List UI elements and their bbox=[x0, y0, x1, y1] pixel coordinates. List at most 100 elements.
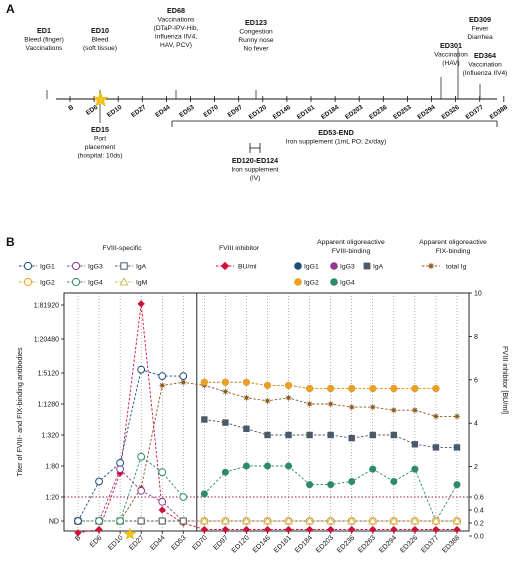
data-point bbox=[116, 517, 125, 525]
data-point bbox=[95, 477, 103, 486]
data-point bbox=[241, 516, 251, 525]
x-tick-label: ED263 bbox=[357, 534, 377, 554]
x-tick-label: ED97 bbox=[212, 534, 229, 551]
timeline-ticks: B ED6 ED10 ED27 ED44 ED53 ED70 ED97 ED120 ED146 ED… bbox=[67, 96, 509, 121]
data-point bbox=[200, 525, 209, 534]
data-point bbox=[453, 444, 461, 451]
y2-axis-label: FVIII inhibitor [BU/ml] bbox=[501, 346, 510, 414]
event-text: placement bbox=[85, 144, 116, 151]
legend-item-label: IgA bbox=[136, 264, 147, 271]
y-tick-label: 1:320 bbox=[41, 433, 59, 440]
timeline-tick-label: ED53 bbox=[178, 104, 196, 119]
timeline-tick-label: ED161 bbox=[296, 104, 317, 121]
y-tick-label: 1:5120 bbox=[38, 371, 60, 378]
event-text: Iron supplement bbox=[231, 167, 278, 174]
timeline-tick-label: ED253 bbox=[392, 104, 413, 121]
x-tick-label: ED70 bbox=[191, 534, 208, 551]
timeline-tick-label: ED44 bbox=[154, 104, 172, 119]
data-point bbox=[432, 412, 440, 421]
data-point bbox=[327, 385, 335, 392]
grid bbox=[64, 293, 469, 531]
legend-item-label: IgG1 bbox=[304, 264, 319, 271]
series-igg1 bbox=[74, 365, 188, 525]
data-point bbox=[368, 516, 378, 525]
legend: FVIII-specific IgG1 IgG3 IgA IgG2 IgG4 IgM FVII… bbox=[19, 239, 487, 287]
data-point bbox=[432, 444, 440, 451]
legend-item-label: BU/ml bbox=[238, 264, 257, 271]
event-text: Bleed bbox=[92, 37, 109, 44]
timeline-tick-label: ED236 bbox=[368, 104, 389, 121]
y-tick-label: 1:81920 bbox=[34, 303, 59, 310]
data-point bbox=[242, 378, 250, 386]
event-text: No fever bbox=[244, 46, 270, 53]
y-tick-label: 1:1280 bbox=[38, 402, 60, 409]
data-point bbox=[158, 497, 167, 506]
legend-marker bbox=[71, 261, 81, 271]
x-tick-label: ED294 bbox=[378, 534, 398, 554]
event-text: (hospital: 10ds) bbox=[77, 153, 122, 160]
series-igg1 bbox=[200, 378, 440, 392]
data-point bbox=[158, 517, 166, 525]
timeline-tick-label: ED203 bbox=[344, 104, 365, 121]
event-text: Runny nose bbox=[238, 37, 274, 44]
event-text: (Influenza IIV4) bbox=[463, 70, 508, 77]
data-point bbox=[348, 434, 355, 442]
timeline-tick-label: ED6 bbox=[85, 104, 100, 117]
legend-title: Apparent oligoreactive bbox=[419, 239, 487, 246]
legend-title: FVIII-specific bbox=[102, 245, 142, 252]
legend-marker bbox=[363, 262, 371, 270]
data-point bbox=[390, 406, 398, 414]
data-point bbox=[326, 400, 335, 408]
x-tick-label: B bbox=[74, 534, 82, 542]
event-label: ED301 bbox=[440, 41, 462, 50]
legend-item-label: IgG4 bbox=[88, 280, 103, 287]
data-point bbox=[327, 481, 335, 489]
legend-item-label: IgG2 bbox=[304, 280, 319, 287]
data-point bbox=[347, 403, 356, 411]
event-text: Vaccination bbox=[468, 62, 502, 69]
y-axis-right: 0.0 0.2 0.4 0.6 2 4 6 8 10 bbox=[469, 291, 484, 541]
data-point bbox=[369, 385, 377, 392]
legend-title: FIX-binding bbox=[436, 248, 471, 255]
data-point bbox=[179, 372, 188, 381]
data-point bbox=[432, 385, 440, 392]
legend-item-label: IgG1 bbox=[40, 264, 55, 271]
data-point bbox=[179, 517, 187, 525]
legend-item-label: IgG2 bbox=[40, 280, 55, 287]
data-point bbox=[452, 516, 462, 525]
series-igg2 bbox=[200, 378, 440, 392]
legend-item-label: IgG3 bbox=[88, 264, 103, 271]
x-tick-label: ED44 bbox=[149, 534, 166, 551]
event-label: ED120-ED124 bbox=[232, 156, 278, 165]
series-igg4 bbox=[74, 452, 188, 525]
event-text: Fever bbox=[472, 26, 490, 33]
data-point bbox=[264, 431, 271, 439]
y-axis-left: ND 1:20 1:80 1:320 1:1280 1:5120 1:20480 1:8192… bbox=[34, 303, 64, 526]
series-bu-ml bbox=[74, 300, 461, 537]
legend-marker bbox=[294, 278, 302, 286]
legend-marker bbox=[71, 277, 81, 287]
legend-marker bbox=[294, 262, 302, 270]
legend-marker bbox=[120, 262, 128, 270]
y2-tick-label: 0.0 bbox=[474, 534, 484, 541]
data-point bbox=[243, 425, 250, 432]
panel-a-letter: A bbox=[6, 2, 15, 16]
data-point bbox=[453, 481, 461, 489]
x-tick-label: ED236 bbox=[336, 534, 356, 554]
data-point bbox=[137, 452, 146, 461]
y2-tick-label: 6 bbox=[474, 377, 478, 384]
data-point bbox=[368, 403, 377, 411]
x-tick-label: ED120 bbox=[231, 534, 251, 554]
y2-tick-label: 0.2 bbox=[474, 521, 484, 528]
data-point bbox=[158, 372, 167, 381]
data-point bbox=[137, 486, 146, 495]
timeline-tick-label: ED10 bbox=[106, 104, 124, 119]
data-point bbox=[221, 468, 229, 476]
data-point bbox=[285, 381, 293, 389]
y2-tick-label: 2 bbox=[474, 464, 478, 471]
data-point bbox=[116, 459, 125, 467]
data-point bbox=[222, 419, 229, 426]
legend-item-label: IgG3 bbox=[340, 264, 355, 271]
